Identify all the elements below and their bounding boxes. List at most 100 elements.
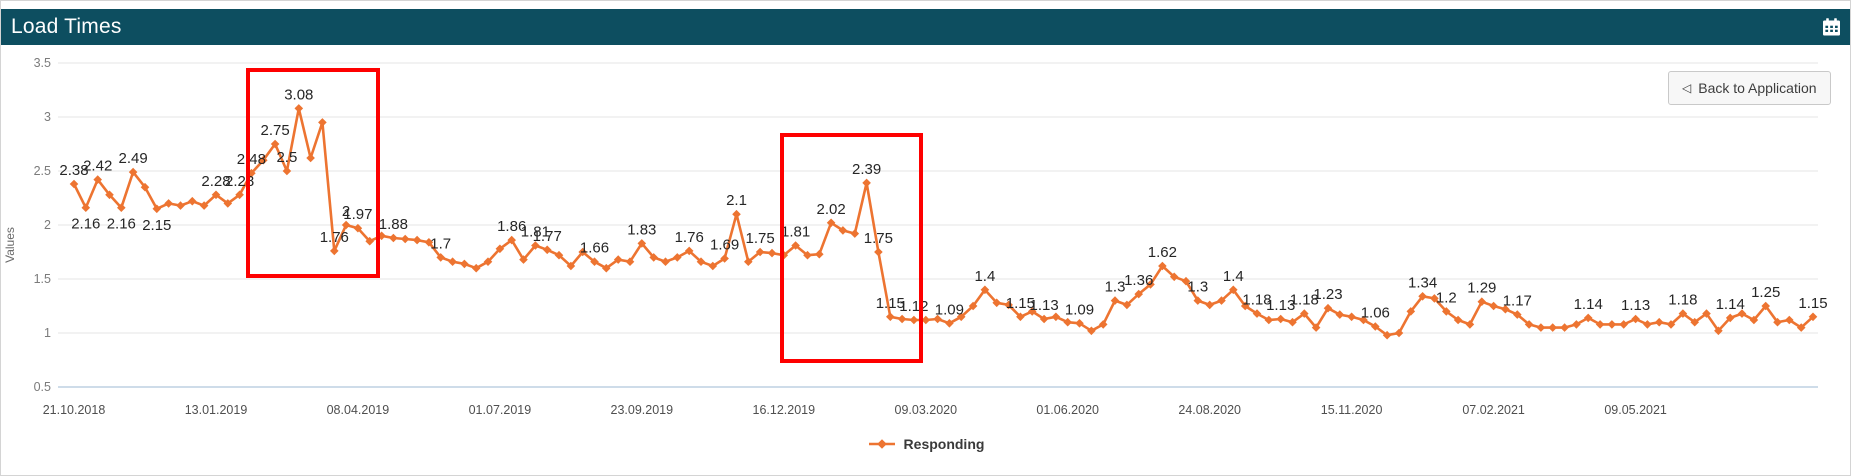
data-point-marker <box>874 247 883 257</box>
data-point-label: 1.36 <box>1124 272 1153 289</box>
data-point-marker <box>542 245 552 255</box>
data-point-marker <box>330 246 339 256</box>
data-point-marker <box>1678 309 1688 318</box>
data-point-label: 2.16 <box>107 216 136 233</box>
data-point-marker <box>1477 297 1487 306</box>
data-point-marker <box>1418 292 1427 301</box>
data-point-marker <box>673 253 682 262</box>
data-point-label: 1.09 <box>1065 301 1094 318</box>
data-point-marker <box>1796 323 1806 332</box>
data-point-label: 1.97 <box>343 206 372 223</box>
chart-area: 3.5 3 2.5 2 1.5 1 0.5 Values 21.10.2018 13.01.201… <box>1 45 1850 476</box>
highlight-box <box>780 133 923 363</box>
data-point-marker <box>1146 280 1155 289</box>
data-point-marker <box>1406 307 1416 316</box>
data-point-marker <box>389 233 398 243</box>
data-point-marker <box>862 178 871 188</box>
data-point-marker <box>341 220 351 230</box>
data-point-marker <box>531 241 540 250</box>
data-point-marker <box>1300 309 1309 318</box>
data-point-marker <box>566 261 576 271</box>
data-point-marker <box>791 241 800 250</box>
legend-item-responding[interactable]: Responding <box>1 436 1850 452</box>
data-point-marker <box>471 263 481 273</box>
data-point-marker <box>211 190 221 200</box>
data-point-label: 2.16 <box>71 216 100 233</box>
data-point-marker <box>909 315 919 325</box>
data-point-marker <box>1027 307 1037 316</box>
data-point-label: 1.77 <box>533 228 562 245</box>
data-point-label: 1.88 <box>379 216 408 233</box>
back-to-application-button[interactable]: ◁ Back to Application <box>1668 71 1831 105</box>
data-point-marker <box>1666 320 1676 329</box>
data-point-marker <box>318 118 327 127</box>
data-point-marker <box>1631 314 1640 324</box>
data-point-label: 1.13 <box>1621 297 1650 314</box>
legend-marker-icon <box>868 439 895 449</box>
data-point-marker <box>105 190 114 200</box>
data-point-marker <box>815 249 824 259</box>
data-point-marker <box>1169 272 1179 282</box>
data-point-label: 1.4 <box>974 268 995 285</box>
data-point-marker <box>1134 289 1143 299</box>
data-point-marker <box>377 231 386 241</box>
data-point-label: 2.48 <box>237 151 266 168</box>
data-point-label: 1.15 <box>1798 295 1827 312</box>
x-tick-label: 01.07.2019 <box>469 403 532 417</box>
data-point-label: 2.02 <box>816 201 845 218</box>
data-point-marker <box>1087 326 1096 336</box>
data-point-label: 1.66 <box>580 240 609 257</box>
y-axis-title: Values <box>3 227 17 263</box>
legend-label: Responding <box>903 436 985 452</box>
data-point-marker <box>306 153 315 163</box>
data-point-marker <box>400 234 410 244</box>
data-point-label: 1.81 <box>781 224 810 241</box>
data-point-marker <box>294 104 304 113</box>
responding-line-series <box>72 107 1814 337</box>
data-point-marker <box>1548 323 1557 332</box>
data-point-marker <box>117 203 126 212</box>
data-point-marker <box>1229 285 1238 295</box>
data-point-marker <box>69 179 79 189</box>
data-point-label: 1.3 <box>1105 279 1126 296</box>
data-point-marker <box>613 255 623 264</box>
back-arrow-icon: ◁ <box>1682 81 1692 95</box>
data-point-label: 2.42 <box>83 158 112 175</box>
data-point-label: 1.18 <box>1668 292 1697 309</box>
data-point-marker <box>755 247 765 257</box>
data-point-marker <box>661 257 670 266</box>
data-point-marker <box>235 190 244 200</box>
data-point-marker <box>649 253 658 262</box>
data-point-marker <box>838 226 848 235</box>
data-point-label: 1.7 <box>430 235 451 252</box>
load-times-chart: 3.5 3 2.5 2 1.5 1 0.5 Values 21.10.2018 13.01.201… <box>3 56 1828 417</box>
data-point-label: 1.83 <box>627 221 656 238</box>
data-point-marker <box>968 301 978 311</box>
data-point-label: 1.69 <box>710 237 739 254</box>
data-point-marker <box>1276 314 1285 324</box>
data-point-marker <box>188 196 197 206</box>
calendar-icon[interactable] <box>1822 18 1841 37</box>
data-point-marker <box>1465 320 1475 329</box>
data-point-marker <box>1158 261 1167 271</box>
data-point-label: 1.34 <box>1408 274 1437 291</box>
data-point-marker <box>1749 315 1759 325</box>
data-point-marker <box>140 182 150 192</box>
data-point-marker <box>1453 315 1463 325</box>
x-tick-label: 21.10.2018 <box>43 403 106 417</box>
x-tick-label: 13.01.2019 <box>185 403 248 417</box>
data-point-marker <box>921 315 931 325</box>
data-point-label: 2.38 <box>59 162 88 179</box>
data-point-marker <box>1016 312 1025 322</box>
data-point-marker <box>1654 317 1664 327</box>
data-point-label: 1.75 <box>864 230 893 247</box>
data-point-label: 1.3 <box>1187 279 1208 296</box>
data-point-marker <box>980 285 990 295</box>
data-point-marker <box>1430 294 1439 303</box>
data-point-marker <box>897 314 907 324</box>
data-point-marker <box>1442 307 1451 316</box>
data-point-label: 1.13 <box>1266 297 1295 314</box>
data-point-label: 1.14 <box>1716 296 1745 313</box>
x-tick-label: 09.05.2021 <box>1604 403 1667 417</box>
